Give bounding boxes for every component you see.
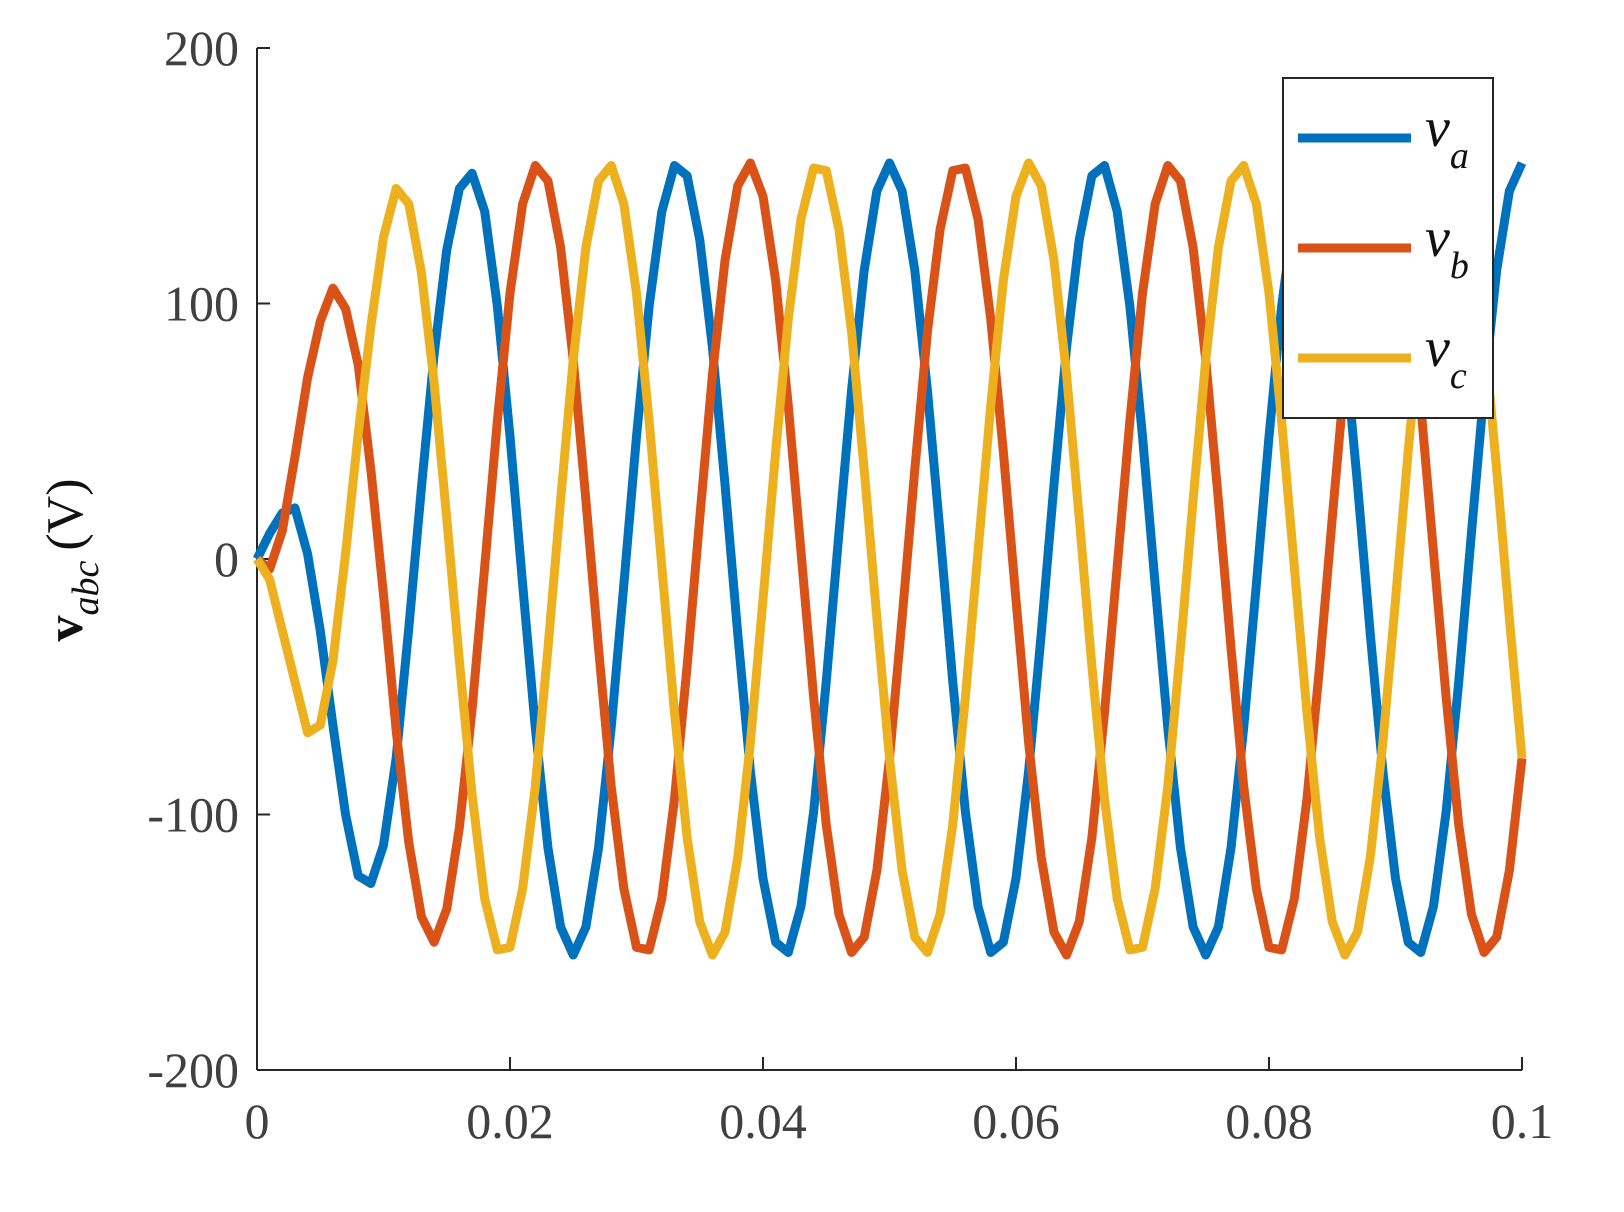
y-label-symbol: v [37, 616, 94, 642]
legend-label: vc [1425, 317, 1467, 397]
legend-subscript: a [1450, 135, 1469, 177]
legend-subscript: b [1450, 245, 1469, 287]
y-tick-label: -200 [147, 1042, 239, 1098]
y-tick-label: -100 [147, 787, 239, 843]
legend-symbol: v [1425, 97, 1450, 159]
y-tick-label: 200 [164, 20, 239, 76]
legend-label: va [1425, 97, 1469, 177]
y-tick-label: 100 [164, 276, 239, 332]
legend-subscript: c [1450, 355, 1467, 397]
legend-label: vb [1425, 207, 1469, 287]
y-label-unit: (V) [37, 478, 94, 550]
x-tick-label: 0.08 [1225, 1093, 1313, 1149]
x-tick-label: 0.04 [719, 1093, 807, 1149]
x-tick-label: 0 [245, 1093, 270, 1149]
legend-symbol: v [1425, 317, 1450, 379]
y-tick-label: 0 [214, 531, 239, 587]
x-tick-label: 0.1 [1491, 1093, 1554, 1149]
series-line [253, 158, 1527, 960]
y-axis-label: vabc (V) [37, 478, 107, 641]
x-tick-label: 0.02 [466, 1093, 554, 1149]
x-tick-label: 0.06 [972, 1093, 1060, 1149]
legend-symbol: v [1425, 207, 1450, 269]
y-label-subscript: abc [65, 561, 107, 616]
